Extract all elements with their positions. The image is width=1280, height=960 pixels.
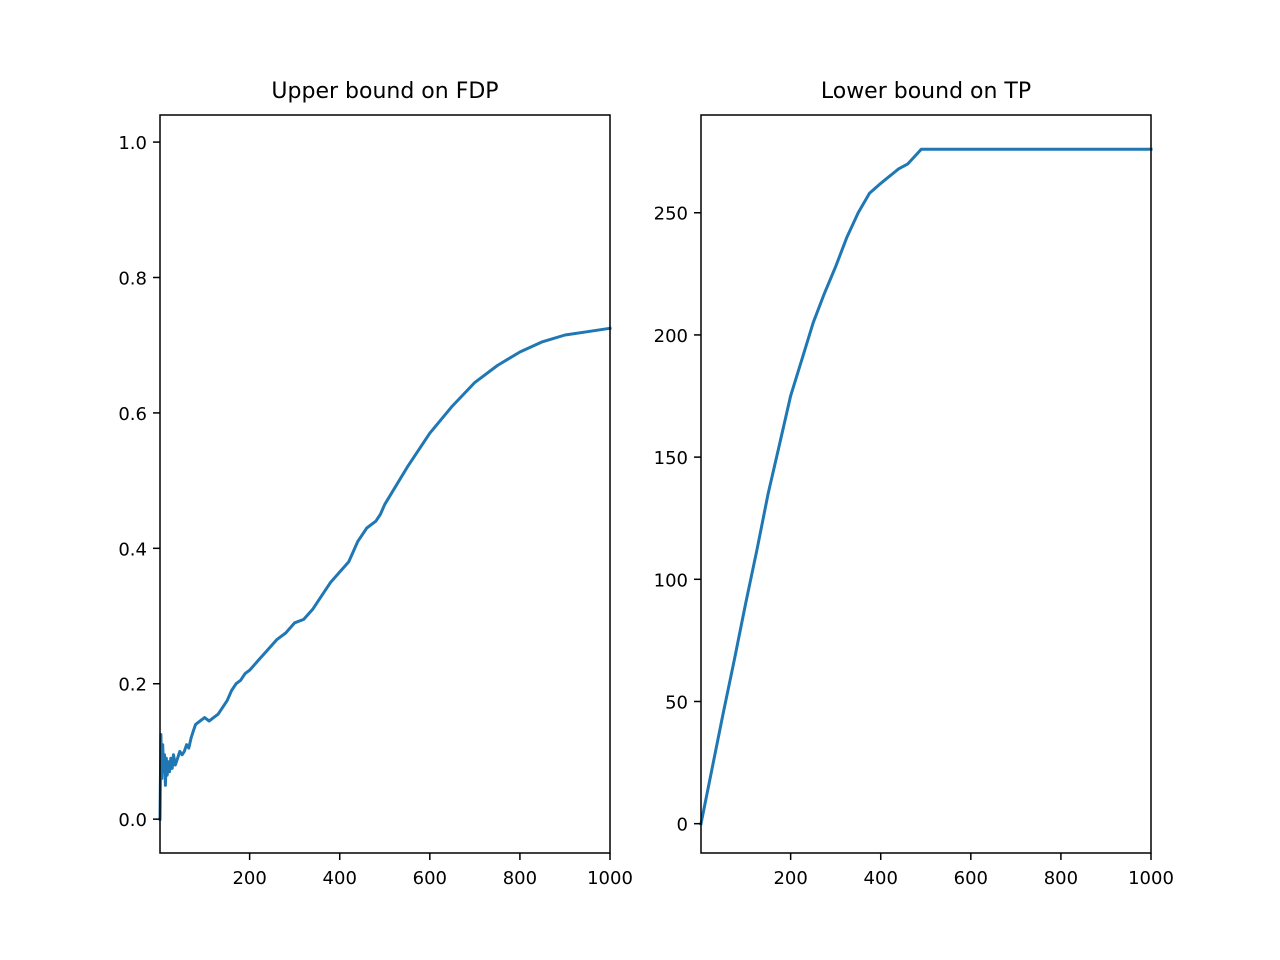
tp-y-tick-label: 150 xyxy=(654,448,688,469)
tp-y-tick-label: 100 xyxy=(654,570,688,591)
fdp-x-tick-label: 800 xyxy=(503,868,537,889)
fdp-plot-area xyxy=(158,326,612,821)
tp-chart-title: Lower bound on TP xyxy=(821,79,1031,104)
fdp-x-tick-label: 200 xyxy=(232,868,266,889)
fdp-y-axis: 0.0 0.2 0.4 0.6 0.8 1.0 xyxy=(118,133,160,831)
tp-x-tick-label: 400 xyxy=(864,868,898,889)
tp-subplot: Lower bound on TP 200 400 600 800 1000 0 50 10… xyxy=(654,79,1174,889)
fdp-axes-frame xyxy=(159,114,611,854)
fdp-y-tick-label: 1.0 xyxy=(118,133,147,154)
tp-x-tick-label: 600 xyxy=(954,868,988,889)
fdp-y-tick-label: 0.2 xyxy=(118,675,147,696)
tp-series-line-0 xyxy=(699,147,1153,826)
fdp-subplot: Upper bound on FDP 200 400 600 800 1000 0.00… xyxy=(118,79,633,889)
tp-y-tick-label: 250 xyxy=(654,204,688,225)
tp-y-tick-label: 50 xyxy=(665,692,688,713)
fdp-y-tick-label: 0.8 xyxy=(118,268,147,289)
fdp-chart-title: Upper bound on FDP xyxy=(271,79,498,104)
tp-axes-frame xyxy=(700,114,1152,854)
fdp-x-axis: 200 400 600 800 1000 xyxy=(232,853,633,889)
fdp-y-tick-label: 0.6 xyxy=(118,404,147,425)
fdp-x-tick-label: 600 xyxy=(413,868,447,889)
fdp-x-tick-label: 400 xyxy=(323,868,357,889)
tp-y-tick-label: 0 xyxy=(677,815,688,836)
tp-x-tick-label: 800 xyxy=(1044,868,1078,889)
fdp-series-line-0 xyxy=(158,326,612,821)
tp-x-axis: 200 400 600 800 1000 xyxy=(773,853,1174,889)
fdp-y-tick-label: 0.4 xyxy=(118,539,147,560)
tp-x-tick-label: 1000 xyxy=(1128,868,1174,889)
fdp-x-tick-label: 1000 xyxy=(587,868,633,889)
tp-y-tick-label: 200 xyxy=(654,326,688,347)
tp-x-tick-label: 200 xyxy=(773,868,807,889)
tp-y-axis: 0 50 100 150 200 250 xyxy=(654,204,701,836)
tp-plot-area xyxy=(699,147,1153,826)
fdp-y-tick-label: 0.0 xyxy=(118,810,147,831)
